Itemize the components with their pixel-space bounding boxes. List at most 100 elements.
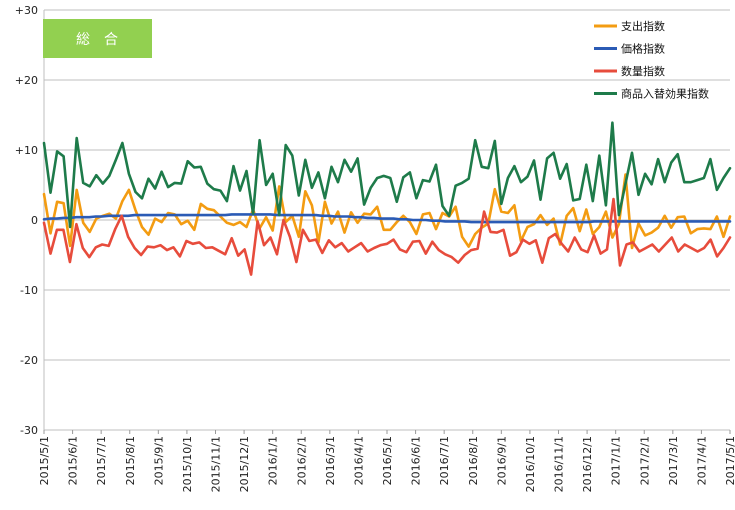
data-point: [606, 220, 608, 222]
data-point: [134, 191, 137, 193]
data-point: [298, 236, 300, 238]
data-point: [219, 190, 221, 192]
data-point: [703, 227, 705, 229]
data-point: [574, 221, 576, 223]
data-point: [174, 182, 176, 184]
data-point: [444, 253, 446, 255]
data-point: [670, 227, 672, 229]
data-point: [115, 218, 117, 220]
data-point: [108, 175, 110, 177]
legend-label: 数量指数: [621, 64, 665, 78]
data-point: [645, 220, 647, 222]
data-point: [651, 243, 653, 246]
data-point: [218, 214, 220, 216]
data-point: [632, 220, 634, 222]
data-point: [703, 247, 705, 249]
data-point: [441, 212, 444, 214]
data-point: [671, 236, 673, 239]
data-point: [502, 221, 505, 223]
data-point: [153, 246, 155, 248]
data-point: [337, 211, 339, 213]
data-point: [304, 190, 306, 192]
data-point: [533, 159, 535, 162]
data-point: [166, 249, 168, 251]
data-point: [147, 234, 150, 236]
data-point: [509, 221, 511, 223]
x-tick-label: 2015/7/1: [95, 436, 108, 485]
data-point: [619, 264, 621, 267]
data-point: [363, 204, 365, 206]
data-point: [600, 253, 602, 255]
data-point: [528, 221, 531, 223]
data-point: [101, 215, 103, 218]
data-point: [121, 200, 123, 202]
data-point: [690, 181, 692, 183]
data-point: [502, 229, 505, 231]
data-point: [606, 248, 608, 250]
data-point: [334, 215, 336, 218]
data-point: [425, 219, 427, 221]
data-point: [49, 232, 52, 234]
data-point: [224, 214, 226, 216]
data-point: [341, 215, 343, 218]
data-point: [631, 152, 633, 154]
data-point: [206, 183, 208, 185]
data-point: [593, 220, 595, 222]
data-point: [528, 243, 531, 245]
data-point: [612, 198, 615, 200]
data-point: [515, 221, 518, 223]
data-point: [211, 246, 213, 248]
data-point: [282, 219, 285, 221]
data-point: [347, 250, 349, 253]
x-tick-label: 2015/9/1: [152, 436, 165, 485]
data-point: [553, 218, 555, 220]
x-tick-label: 2016/8/1: [467, 436, 480, 485]
data-point: [468, 178, 470, 180]
data-point: [496, 221, 498, 223]
data-point: [409, 221, 411, 223]
data-point: [244, 213, 246, 215]
series-lines: [42, 121, 732, 276]
data-point: [494, 188, 496, 190]
data-point: [161, 221, 163, 223]
x-tick-label: 2016/6/1: [410, 436, 423, 485]
data-point: [425, 253, 427, 255]
legend-item: 価格指数: [594, 42, 665, 56]
data-point: [572, 199, 574, 201]
data-point: [89, 231, 91, 233]
data-point: [367, 250, 369, 253]
data-point: [624, 173, 627, 176]
data-point: [276, 214, 278, 216]
data-point: [211, 214, 213, 216]
data-point: [474, 139, 476, 141]
data-point: [651, 232, 653, 234]
x-tick-label: 2015/12/1: [238, 436, 251, 492]
data-point: [291, 155, 293, 157]
data-point: [716, 189, 718, 191]
data-point: [618, 223, 620, 225]
data-point: [265, 184, 267, 186]
x-tick-label: 2017/4/1: [695, 436, 708, 485]
data-point: [295, 214, 297, 216]
data-point: [546, 224, 548, 226]
data-point: [245, 170, 248, 172]
data-point: [159, 244, 162, 246]
data-point: [513, 204, 516, 206]
data-point: [167, 212, 169, 214]
data-point: [63, 202, 65, 204]
data-point: [580, 248, 582, 250]
badge-label: 総 合: [76, 32, 118, 48]
data-point: [644, 234, 646, 236]
data-point: [272, 173, 274, 175]
data-point: [431, 241, 433, 243]
x-tick-label: 2016/7/1: [438, 436, 451, 485]
data-point: [347, 215, 349, 218]
data-point: [541, 221, 543, 223]
data-point: [192, 243, 194, 245]
series-4: [42, 121, 732, 229]
data-point: [373, 217, 375, 219]
data-point: [690, 247, 692, 249]
y-tick-label: +10: [15, 144, 38, 157]
data-point: [483, 221, 485, 223]
data-point: [677, 220, 679, 222]
